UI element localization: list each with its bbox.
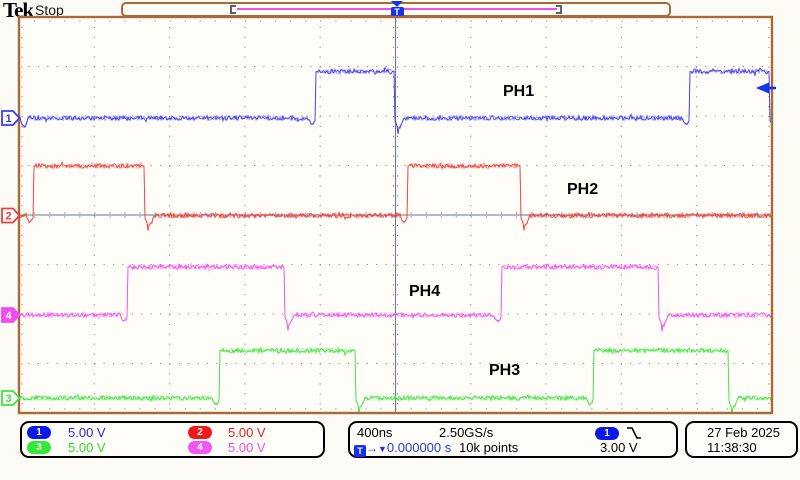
trigger-position-value: 0.000000 s <box>386 440 452 455</box>
channel-3-scale: 5.00 V <box>68 440 106 455</box>
channel-marker-2: 2 <box>1 207 21 224</box>
trigger-t-icon: T <box>390 7 404 18</box>
triangle-down-icon <box>391 1 403 7</box>
time-label: 11:38:30 <box>707 440 757 455</box>
triangle-down-icon: ▼ <box>378 444 387 454</box>
acquisition-state: Stop <box>35 2 64 18</box>
svg-text:1: 1 <box>5 113 11 125</box>
waveform-label-ph1: PH1 <box>503 83 535 100</box>
arrow-right-icon: → <box>366 441 378 455</box>
sample-rate: 2.50GS/s <box>439 425 494 440</box>
record-length: 10k points <box>459 440 519 455</box>
record-trigger-marker: T <box>390 1 404 18</box>
waveform-label-ph3: PH3 <box>489 362 521 379</box>
channel-2-scale: 5.00 V <box>228 425 266 440</box>
channel-marker-1: 1 <box>1 110 21 126</box>
waveform-ch1 <box>20 66 771 135</box>
channel-1-scale: 5.00 V <box>68 425 106 440</box>
svg-text:4: 4 <box>5 310 12 322</box>
channel-marker-3: 3 <box>1 390 21 406</box>
datetime-box: 27 Feb 2025 11:38:30 <box>685 421 798 458</box>
graticule-and-waveforms: 1 2 3 4 <box>1 15 776 415</box>
falling-edge-icon <box>627 427 641 439</box>
channel-3-badge: 3 <box>27 441 51 454</box>
svg-text:3: 3 <box>5 393 11 405</box>
channel-scales-box: 1 5.00 V 2 5.00 V 3 5.00 V 4 5.00 V <box>20 421 325 458</box>
time-per-div: 400ns <box>357 425 393 440</box>
window-bracket-right <box>556 5 562 14</box>
waveform-ch2 <box>20 160 771 231</box>
window-bracket-left <box>230 5 236 14</box>
waveform-ch3 <box>20 346 771 412</box>
channel-4-badge: 4 <box>188 441 212 454</box>
waveform-ch4 <box>20 262 771 332</box>
date-label: 27 Feb 2025 <box>707 425 781 440</box>
trigger-position-readout: T →▼0.000000 s <box>354 441 451 457</box>
trigger-level: 3.00 V <box>600 440 638 455</box>
trigger-level-arrow <box>756 82 776 94</box>
channel-2-badge: 2 <box>188 426 212 439</box>
trigger-source-badge: 1 <box>595 427 619 440</box>
channel-4-scale: 5.00 V <box>228 440 266 455</box>
horizontal-trigger-box: 400ns 2.50GS/s 1 T →▼0.000000 s 10k point… <box>348 421 678 458</box>
channel-1-badge: 1 <box>27 426 51 439</box>
waveform-label-ph4: PH4 <box>409 283 441 300</box>
waveform-label-ph2: PH2 <box>567 181 599 198</box>
svg-text:2: 2 <box>5 211 11 223</box>
channel-marker-4: 4 <box>1 307 21 323</box>
trigger-t-icon: T <box>354 445 366 457</box>
